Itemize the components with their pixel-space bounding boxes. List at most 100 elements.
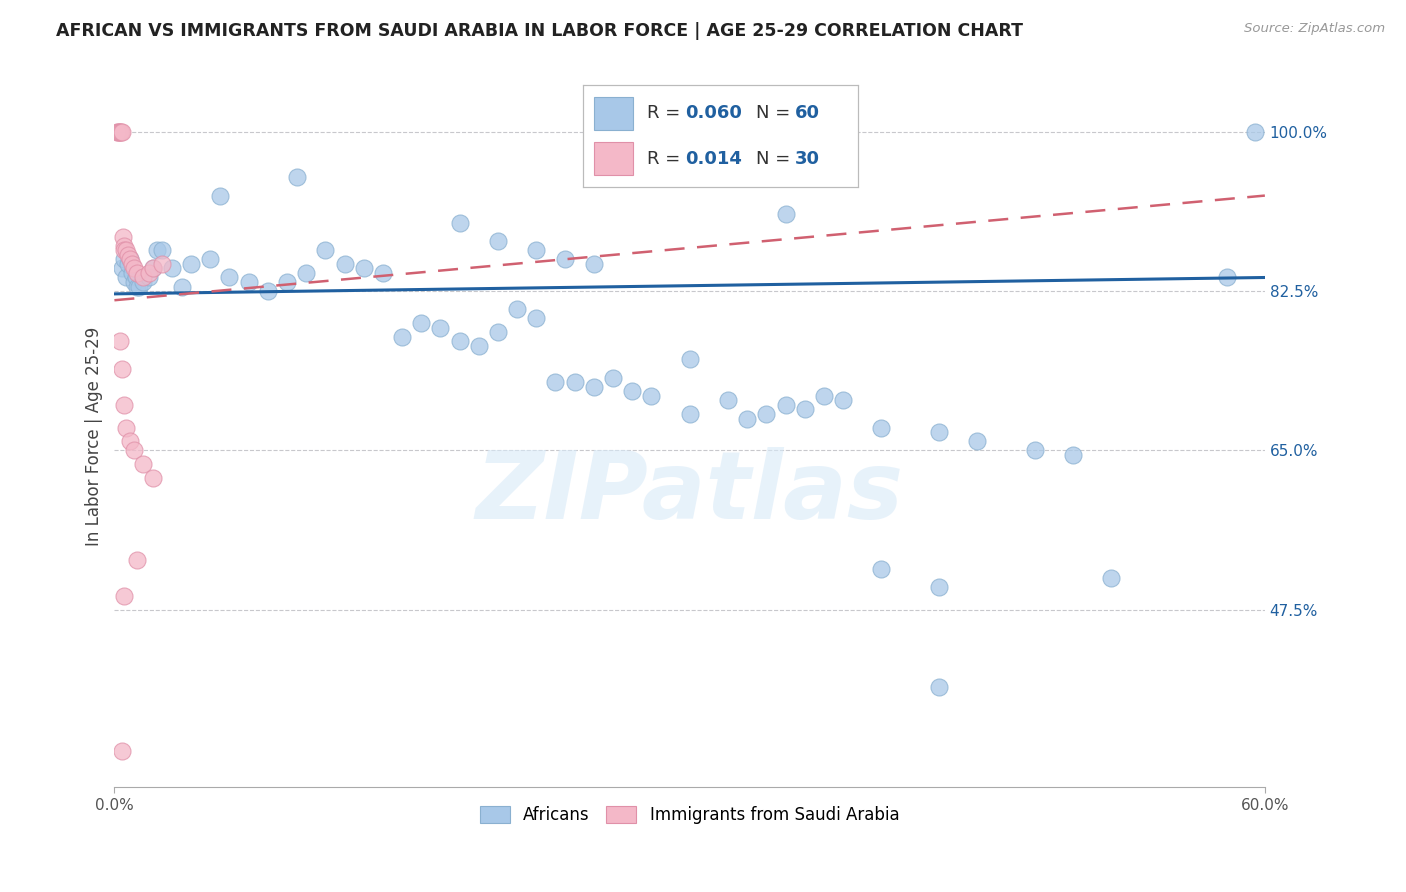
Africans: [285, 170, 308, 185]
Africans: [111, 261, 134, 276]
Africans: [1215, 270, 1237, 285]
Immigrants from Saudi Arabia: [105, 125, 128, 139]
Immigrants from Saudi Arabia: [108, 125, 131, 139]
Text: 0.014: 0.014: [685, 150, 742, 168]
Africans: [735, 411, 758, 425]
Africans: [449, 216, 471, 230]
Immigrants from Saudi Arabia: [112, 589, 135, 603]
Africans: [717, 393, 740, 408]
Africans: [411, 316, 433, 330]
Africans: [524, 311, 547, 326]
Africans: [486, 325, 509, 339]
Africans: [564, 375, 586, 389]
Immigrants from Saudi Arabia: [132, 270, 155, 285]
Immigrants from Saudi Arabia: [112, 243, 135, 257]
Africans: [602, 370, 624, 384]
Immigrants from Saudi Arabia: [132, 457, 155, 471]
Text: Source: ZipAtlas.com: Source: ZipAtlas.com: [1244, 22, 1385, 36]
Africans: [544, 375, 567, 389]
Africans: [117, 257, 139, 271]
Y-axis label: In Labor Force | Age 25-29: In Labor Force | Age 25-29: [86, 327, 103, 547]
Text: 0.060: 0.060: [685, 104, 742, 122]
Bar: [595, 142, 633, 175]
Africans: [150, 243, 173, 257]
Immigrants from Saudi Arabia: [111, 125, 134, 139]
Africans: [554, 252, 576, 267]
Africans: [200, 252, 222, 267]
Africans: [1244, 125, 1267, 139]
Africans: [353, 261, 375, 276]
Africans: [112, 252, 135, 267]
Africans: [218, 270, 240, 285]
Africans: [928, 580, 950, 594]
Africans: [256, 284, 278, 298]
Africans: [966, 434, 988, 449]
Immigrants from Saudi Arabia: [112, 398, 135, 412]
Immigrants from Saudi Arabia: [108, 125, 131, 139]
Africans: [138, 270, 160, 285]
Immigrants from Saudi Arabia: [142, 261, 165, 276]
Africans: [870, 562, 893, 576]
Immigrants from Saudi Arabia: [122, 443, 145, 458]
Africans: [429, 320, 451, 334]
Immigrants from Saudi Arabia: [111, 744, 134, 758]
Text: 60: 60: [794, 104, 820, 122]
Africans: [678, 352, 700, 367]
Immigrants from Saudi Arabia: [121, 257, 143, 271]
Immigrants from Saudi Arabia: [115, 420, 138, 434]
Africans: [870, 420, 893, 434]
Africans: [1024, 443, 1046, 458]
Africans: [928, 425, 950, 440]
Africans: [775, 207, 797, 221]
Africans: [128, 279, 150, 293]
Immigrants from Saudi Arabia: [112, 229, 135, 244]
Africans: [391, 329, 413, 343]
Africans: [124, 270, 146, 285]
Africans: [582, 380, 605, 394]
Africans: [160, 261, 183, 276]
Africans: [314, 243, 336, 257]
Immigrants from Saudi Arabia: [108, 334, 131, 349]
Africans: [449, 334, 471, 349]
Immigrants from Saudi Arabia: [117, 248, 139, 262]
Africans: [793, 402, 815, 417]
Africans: [118, 252, 141, 267]
Immigrants from Saudi Arabia: [118, 252, 141, 267]
Africans: [295, 266, 318, 280]
Immigrants from Saudi Arabia: [150, 257, 173, 271]
Africans: [582, 257, 605, 271]
Africans: [506, 302, 529, 317]
Text: N =: N =: [756, 150, 796, 168]
Text: R =: R =: [647, 104, 686, 122]
Africans: [640, 389, 662, 403]
Africans: [832, 393, 855, 408]
Africans: [208, 188, 231, 202]
Africans: [813, 389, 835, 403]
Immigrants from Saudi Arabia: [138, 266, 160, 280]
Africans: [775, 398, 797, 412]
Immigrants from Saudi Arabia: [107, 125, 129, 139]
Africans: [145, 243, 167, 257]
Text: N =: N =: [756, 104, 796, 122]
Africans: [621, 384, 644, 399]
Immigrants from Saudi Arabia: [112, 238, 135, 252]
Africans: [333, 257, 356, 271]
Africans: [467, 339, 489, 353]
Africans: [121, 266, 143, 280]
Immigrants from Saudi Arabia: [110, 125, 132, 139]
Africans: [371, 266, 394, 280]
Africans: [678, 407, 700, 421]
Africans: [1101, 571, 1123, 585]
Text: R =: R =: [647, 150, 686, 168]
Legend: Africans, Immigrants from Saudi Arabia: Africans, Immigrants from Saudi Arabia: [479, 806, 900, 824]
Text: 30: 30: [794, 150, 820, 168]
Africans: [170, 279, 193, 293]
Africans: [238, 275, 260, 289]
Immigrants from Saudi Arabia: [127, 552, 149, 566]
Africans: [276, 275, 298, 289]
Africans: [755, 407, 778, 421]
Africans: [142, 261, 165, 276]
Immigrants from Saudi Arabia: [118, 434, 141, 449]
Text: ZIPatlas: ZIPatlas: [475, 447, 904, 539]
Africans: [486, 234, 509, 248]
